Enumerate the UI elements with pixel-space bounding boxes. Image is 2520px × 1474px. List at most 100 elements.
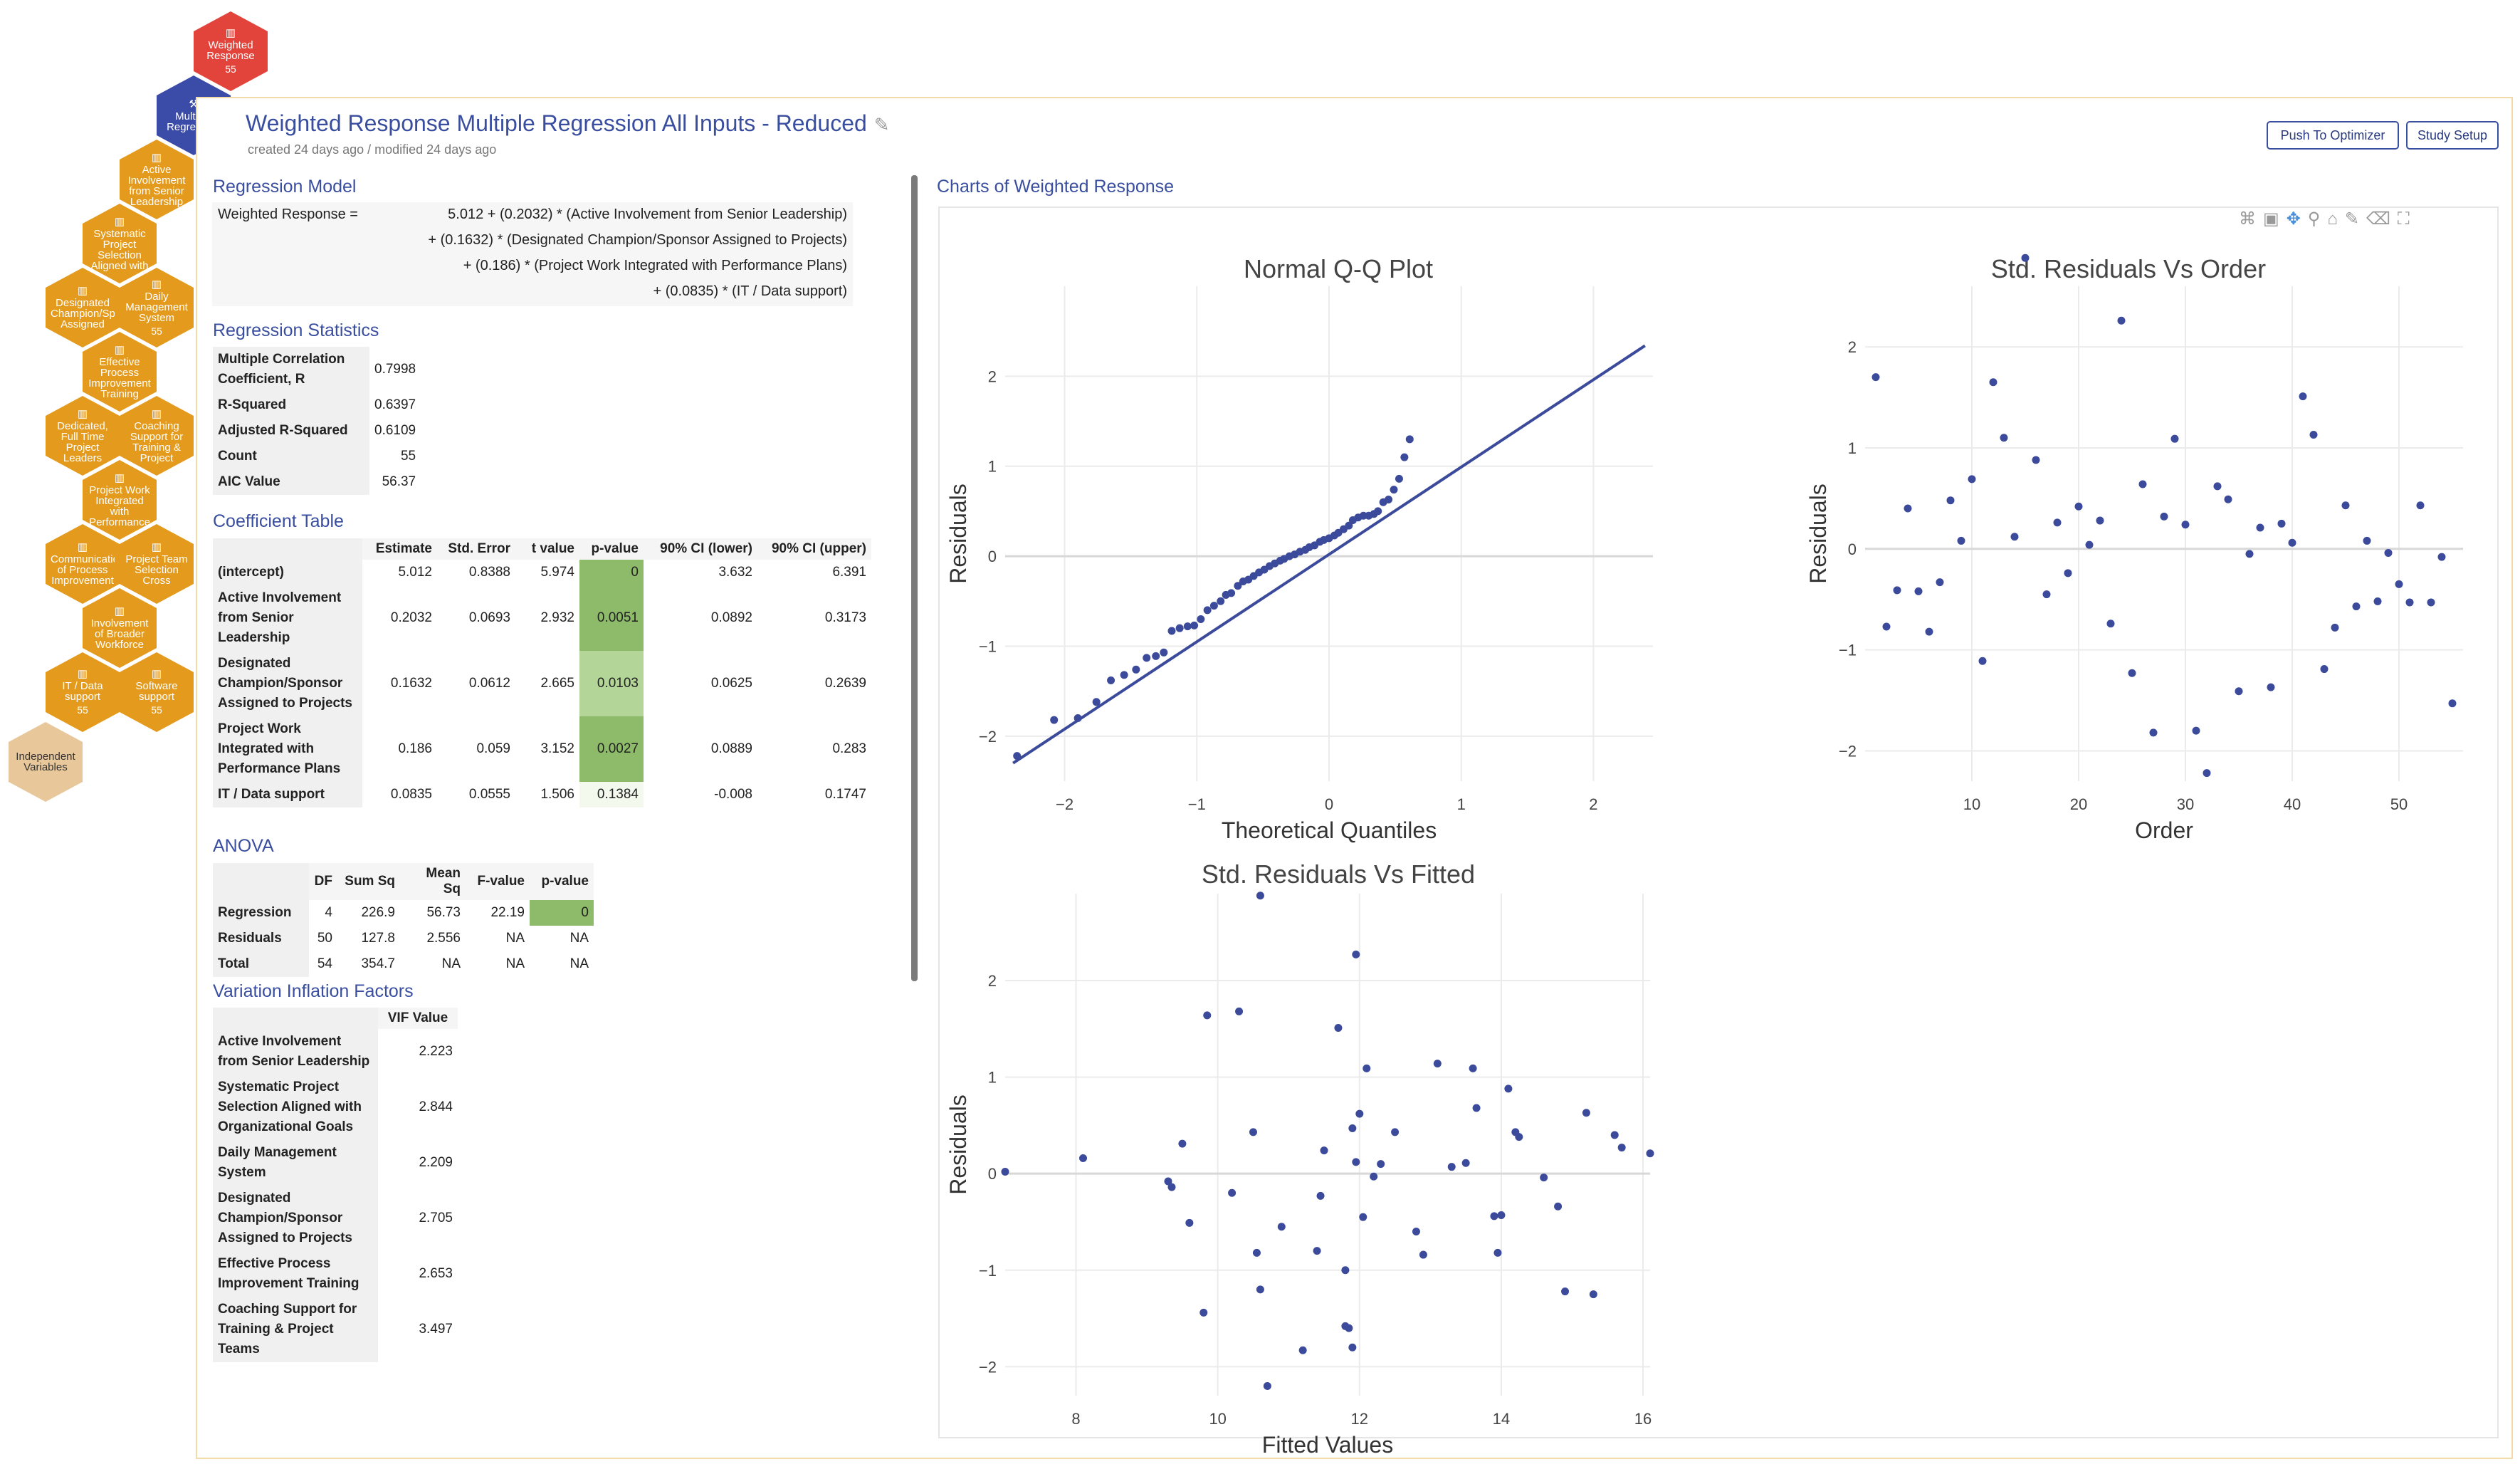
data-point xyxy=(2074,502,2083,511)
hex-broader-workforce[interactable]: ▥ Involvement of Broader Workforce xyxy=(83,588,157,668)
f-value-cell: NA xyxy=(505,931,525,946)
column-header[interactable]: 90% CI (upper) xyxy=(757,538,871,560)
estimate-cell: 0.0835 xyxy=(390,787,432,802)
select-icon[interactable]: ▣ xyxy=(2263,209,2287,229)
eraser-icon[interactable]: ⌫ xyxy=(2366,209,2398,229)
mean-sq-cell: 56.73 xyxy=(426,905,461,920)
t-value-cell: 2.665 xyxy=(540,676,574,691)
chart-icon: ▥ xyxy=(77,668,88,680)
data-point xyxy=(1385,495,1393,503)
row-label: (intercept) xyxy=(213,560,362,585)
vif-value: 2.844 xyxy=(419,1099,453,1114)
data-point xyxy=(1359,1213,1367,1221)
data-point xyxy=(2021,253,2030,262)
pencil-icon[interactable]: ✎ xyxy=(2344,209,2366,229)
regression-stats-table: Multiple Correlation Coefficient, R 0.799… xyxy=(213,347,421,495)
hex-dedicated-leaders[interactable]: ▥ Dedicated, Full Time Project Leaders xyxy=(46,396,120,476)
column-header[interactable]: VIF Value xyxy=(378,1008,458,1029)
data-point xyxy=(1256,1285,1264,1294)
column-header[interactable]: t value xyxy=(515,538,579,560)
x-tick-label: 16 xyxy=(1634,1410,1652,1428)
data-point xyxy=(1469,1064,1477,1072)
data-point xyxy=(2277,519,2286,528)
study-setup-button[interactable]: Study Setup xyxy=(2406,121,2499,150)
column-header[interactable]: 90% CI (lower) xyxy=(644,538,757,560)
pan-icon[interactable]: ✥ xyxy=(2286,209,2308,229)
hex-project-team-selection[interactable]: ▥ Project Team Selection Cross xyxy=(120,524,194,604)
data-point xyxy=(2267,683,2275,691)
row-label: Total xyxy=(213,951,309,977)
data-point xyxy=(1001,1167,1009,1176)
data-point xyxy=(1209,602,1218,610)
data-point xyxy=(1561,1287,1570,1296)
mean-sq-cell: 2.556 xyxy=(426,931,461,946)
x-tick-label: 0 xyxy=(1325,795,1333,813)
data-point xyxy=(1256,892,1264,900)
std-error-cell: 0.059 xyxy=(476,741,510,756)
column-header[interactable]: Std. Error xyxy=(437,538,515,560)
data-point xyxy=(1395,474,1403,483)
hex-communication[interactable]: ▥ Communication of Process Improvement xyxy=(46,524,120,604)
data-point xyxy=(1412,1228,1420,1236)
data-point xyxy=(1363,1064,1371,1072)
pencil-icon[interactable]: ✎ xyxy=(873,114,890,135)
data-point xyxy=(1107,676,1115,684)
data-point xyxy=(1316,1191,1325,1200)
data-point xyxy=(1132,665,1140,674)
chart-icon: ▥ xyxy=(114,471,125,484)
column-header[interactable]: F-value xyxy=(466,863,530,900)
fullscreen-icon[interactable]: ⛶ xyxy=(2397,209,2417,229)
data-point xyxy=(1589,1290,1597,1299)
column-header[interactable]: Estimate xyxy=(362,538,437,560)
zoom-icon[interactable]: ⚲ xyxy=(2307,209,2328,229)
data-point xyxy=(1013,752,1022,760)
row-label: Systematic Project Selection Aligned wit… xyxy=(213,1075,378,1140)
camera-icon[interactable]: ⌘ xyxy=(2239,209,2263,229)
data-point xyxy=(2160,512,2168,521)
hex-software-support[interactable]: ▥ Software support 55 xyxy=(120,652,194,732)
table-header-row: Estimate Std. Error t value p-value 90% … xyxy=(213,538,871,560)
table-row: AIC Value 56.37 xyxy=(213,469,421,495)
data-point xyxy=(1377,1160,1385,1169)
data-point xyxy=(1167,627,1176,635)
std-error-cell: 0.0612 xyxy=(468,676,510,691)
column-header[interactable]: p-value xyxy=(579,538,644,560)
data-point xyxy=(2395,580,2403,588)
column-header[interactable]: Mean Sq xyxy=(400,863,466,900)
data-point xyxy=(1341,1266,1350,1275)
chart-icon: ▥ xyxy=(151,151,162,164)
p-value-cell: 0 xyxy=(530,900,594,926)
stat-label: Adjusted R-Squared xyxy=(213,418,369,444)
column-header[interactable]: DF xyxy=(309,863,337,900)
row-label: Active Involvement from Senior Leadershi… xyxy=(213,1029,378,1075)
data-point xyxy=(1197,615,1205,624)
hex-it-data-support[interactable]: ▥ IT / Data support 55 xyxy=(46,652,120,732)
data-point xyxy=(1390,486,1398,494)
data-point xyxy=(2320,665,2329,674)
data-point xyxy=(1391,1128,1400,1136)
t-value-cell: 3.152 xyxy=(540,741,574,756)
hex-coaching-support[interactable]: ▥ Coaching Support for Training & Projec… xyxy=(120,396,194,476)
hex-project-work-integrated[interactable]: ▥ Project Work Integrated with Performan… xyxy=(83,460,157,540)
data-point xyxy=(1227,589,1236,597)
data-point xyxy=(1120,671,1128,679)
home-icon[interactable]: ⌂ xyxy=(2327,209,2345,229)
data-point xyxy=(2235,687,2243,696)
data-point xyxy=(1472,1104,1481,1112)
table-row: Effective Process Improvement Training 2.… xyxy=(213,1251,458,1297)
table-row: Systematic Project Selection Aligned wit… xyxy=(213,1075,458,1140)
data-point xyxy=(2053,518,2062,527)
left-pane-scrollbar[interactable] xyxy=(911,175,918,981)
chart-icon: ▥ xyxy=(114,215,125,228)
vif-value: 2.653 xyxy=(419,1266,453,1281)
row-label: Designated Champion/Sponsor Assigned to … xyxy=(213,651,362,716)
column-header[interactable]: Sum Sq xyxy=(337,863,400,900)
hex-weighted-response[interactable]: ▥ Weighted Response 55 xyxy=(194,11,268,91)
data-point xyxy=(1882,622,1891,631)
data-point xyxy=(2331,623,2339,632)
data-point xyxy=(1152,652,1160,660)
column-header[interactable]: p-value xyxy=(530,863,594,900)
y-tick-label: 2 xyxy=(1848,338,1857,356)
data-point xyxy=(1610,1131,1619,1139)
push-to-optimizer-button[interactable]: Push To Optimizer xyxy=(2267,121,2399,150)
